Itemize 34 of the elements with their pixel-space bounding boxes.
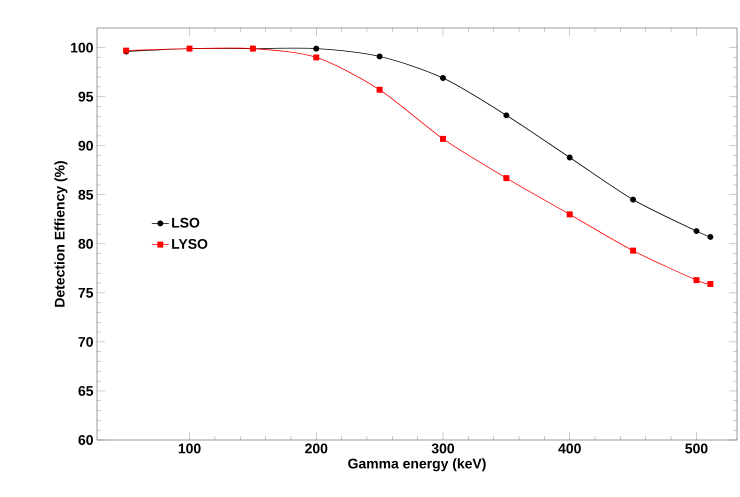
point	[566, 211, 573, 218]
legend-label: LYSO	[172, 238, 208, 249]
y-tick-label: 75	[78, 288, 94, 298]
y-tick-label: 70	[78, 336, 93, 347]
point	[313, 46, 320, 52]
point	[376, 53, 383, 60]
x-axis-title: Gamma energy (keV)	[348, 458, 486, 472]
x-tick-label: 400	[558, 444, 581, 454]
y-tick-label: 90	[78, 140, 93, 151]
y-tick-label: 100	[71, 42, 93, 53]
x-tick-label: 100	[178, 444, 201, 454]
point	[503, 112, 510, 118]
x-tick-label: 200	[305, 444, 328, 454]
y-tick-label: 80	[78, 238, 93, 249]
y-axis-title: Detection Effiency (%)	[54, 161, 68, 307]
point	[630, 196, 636, 203]
y-tick-label: 85	[78, 190, 94, 200]
point	[693, 277, 700, 284]
y-tick-label: 60	[78, 435, 93, 445]
y-tick-label: 95	[78, 92, 94, 102]
point	[707, 234, 714, 240]
point	[630, 248, 636, 254]
point	[707, 281, 714, 288]
point	[376, 86, 383, 93]
y-tick-label: 65	[78, 386, 94, 396]
legend-label: LSO	[172, 218, 200, 228]
point	[440, 136, 446, 142]
x-tick-label: 500	[685, 444, 708, 454]
point	[313, 54, 320, 60]
point	[693, 228, 700, 234]
point	[566, 154, 573, 160]
point	[440, 75, 446, 82]
point	[503, 175, 510, 182]
x-tick-label: 300	[432, 444, 454, 454]
